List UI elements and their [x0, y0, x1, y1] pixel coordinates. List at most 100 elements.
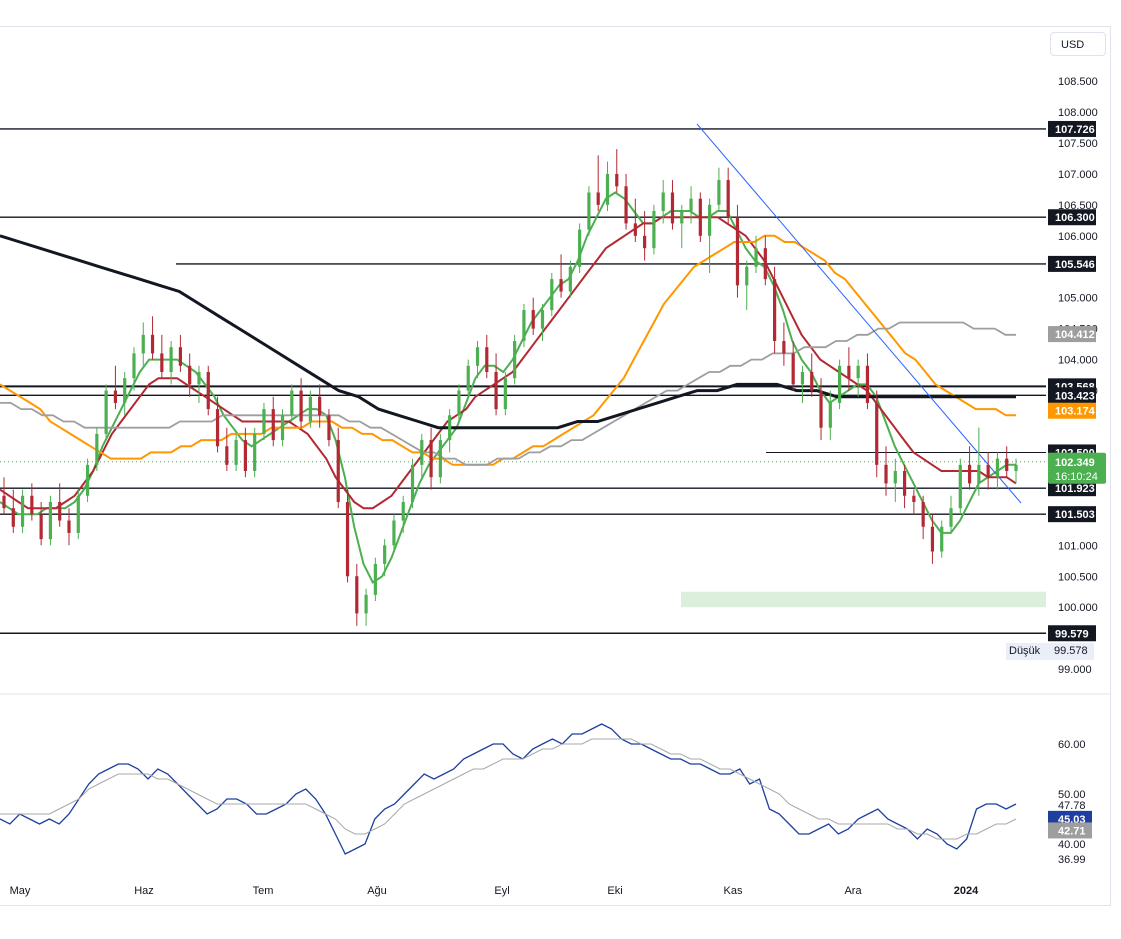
- support-zone: [681, 591, 1046, 608]
- candle: [800, 371, 805, 385]
- candle: [466, 365, 470, 391]
- candle: [485, 347, 489, 372]
- oscillator-tag: [1048, 852, 1092, 867]
- candle: [605, 173, 610, 205]
- candle: [76, 495, 80, 533]
- candle: [670, 192, 675, 224]
- candle: [20, 495, 25, 527]
- price-axis-tick: 100.000: [1058, 602, 1098, 614]
- candle: [763, 248, 767, 280]
- time-axis-tick: Eyl: [494, 885, 509, 897]
- time-axis-tick: Ara: [844, 885, 862, 897]
- candle: [132, 353, 136, 379]
- price-axis-tick: 99.000: [1058, 664, 1092, 676]
- candle: [85, 464, 90, 496]
- candle: [429, 440, 433, 478]
- candle: [958, 464, 962, 509]
- candle: [383, 545, 387, 564]
- candle: [875, 402, 879, 465]
- candle: [318, 396, 322, 416]
- candle: [522, 310, 526, 342]
- price-tag-label: 107.726: [1055, 124, 1095, 136]
- candle: [995, 458, 1000, 478]
- candle: [782, 341, 786, 354]
- price-tag-label: 101.923: [1055, 483, 1095, 495]
- price-tag: [1048, 326, 1096, 343]
- price-axis-tick: 100.500: [1058, 571, 1098, 583]
- price-tag-label: 105.546: [1055, 259, 1095, 271]
- price-tag: [1048, 625, 1096, 642]
- candle: [410, 464, 415, 502]
- candle: [253, 433, 257, 472]
- candle: [197, 371, 201, 385]
- time-axis-tick: 2024: [954, 885, 979, 897]
- price-axis-tick: 107.500: [1058, 138, 1098, 150]
- candle: [280, 415, 285, 441]
- oscillator-line: [0, 738, 1017, 840]
- moving-average-line: [0, 234, 1016, 430]
- price-axis-tick: 108.000: [1058, 107, 1098, 119]
- candle: [1005, 458, 1009, 472]
- candle: [745, 266, 749, 286]
- candle: [104, 390, 108, 434]
- candle: [67, 520, 71, 533]
- price-tag: [1048, 480, 1096, 497]
- moving-average-line: [0, 191, 1016, 584]
- candle: [902, 471, 907, 496]
- candle: [773, 279, 777, 342]
- oscillator-tag: [1048, 822, 1092, 839]
- candle: [271, 409, 275, 441]
- trendline: [696, 123, 1022, 504]
- candle: [438, 440, 442, 478]
- candle: [615, 173, 619, 187]
- time-axis-tick: Haz: [134, 885, 154, 897]
- price-axis-tick: 104.000: [1058, 355, 1098, 367]
- candle: [215, 409, 220, 447]
- candle: [392, 520, 396, 546]
- candle: [150, 334, 155, 354]
- last-price-value: 102.349: [1055, 457, 1095, 469]
- currency-button[interactable]: USD: [1050, 32, 1106, 56]
- countdown-timer: 16:10:24: [1055, 471, 1098, 483]
- candle: [587, 192, 591, 230]
- candle: [754, 248, 758, 267]
- candle: [986, 464, 990, 478]
- price-tag: [1048, 209, 1096, 226]
- candle: [225, 446, 229, 465]
- candle: [290, 390, 294, 416]
- candle: [661, 192, 665, 212]
- candle: [967, 464, 972, 484]
- time-axis-tick: Ağu: [367, 885, 387, 897]
- candle: [178, 347, 183, 366]
- candle: [847, 365, 851, 379]
- candle: [206, 371, 210, 410]
- candle: [884, 464, 888, 484]
- price-axis-tick: 101.000: [1058, 540, 1098, 552]
- price-axis-tick: 107.000: [1058, 169, 1098, 181]
- price-tag-label: 99.579: [1055, 628, 1089, 640]
- candle: [1014, 464, 1018, 472]
- candle: [113, 390, 118, 403]
- candle: [503, 378, 507, 410]
- price-tag-label: 101.503: [1055, 509, 1095, 521]
- candle: [717, 180, 721, 205]
- candle: [791, 353, 795, 385]
- price-tag: [1048, 506, 1096, 523]
- price-tag: [1048, 402, 1096, 419]
- candle: [39, 514, 43, 540]
- candle: [680, 211, 684, 224]
- candle: [930, 526, 935, 552]
- candle: [940, 526, 944, 552]
- candle: [141, 334, 145, 354]
- price-tag-label: 103.423: [1055, 390, 1095, 402]
- candle: [243, 440, 247, 472]
- candle: [698, 198, 702, 236]
- oscillator-axis-tick: 40.00: [1058, 839, 1086, 851]
- price-tag-label: 104.412: [1055, 329, 1095, 341]
- time-axis-tick: Eki: [607, 885, 622, 897]
- candle: [336, 440, 340, 502]
- candle: [735, 217, 740, 286]
- candle: [58, 501, 62, 521]
- low-marker-label: Düşük: [1009, 645, 1041, 657]
